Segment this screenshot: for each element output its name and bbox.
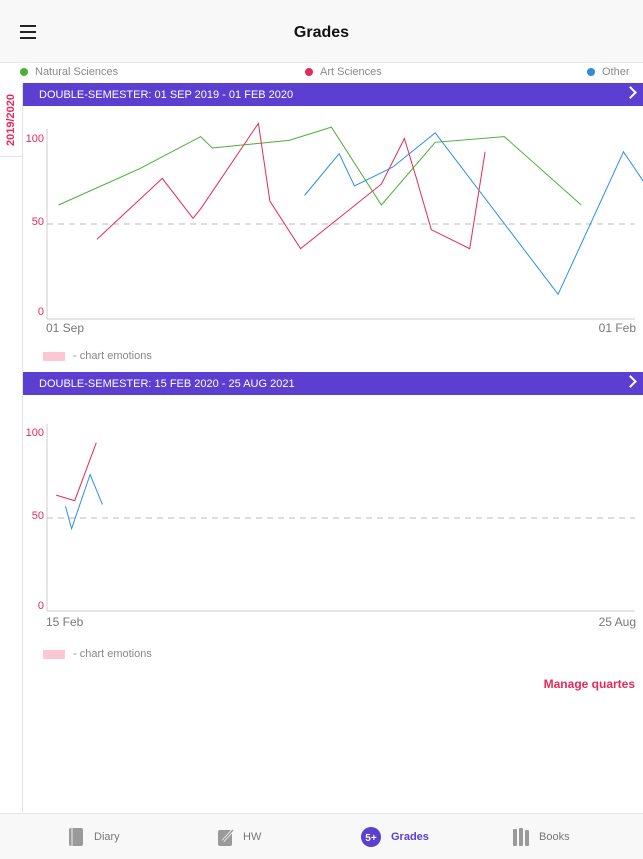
semester-bar-1[interactable]: DOUBLE-SEMESTER: 01 SEP 2019 - 01 FEB 20… — [23, 83, 643, 106]
page-title: Grades — [0, 24, 643, 42]
series-line-natural-sciences — [59, 127, 582, 205]
tab-label: Diary — [94, 831, 120, 843]
emotions-label: - chart emotions — [73, 350, 152, 362]
books-icon — [513, 828, 529, 846]
blue-dot-icon — [587, 68, 595, 76]
tab-diary[interactable]: Diary — [68, 814, 120, 859]
tab-label: Books — [539, 831, 570, 843]
x-tick-end: 01 Feb — [599, 321, 637, 335]
emotion-swatch — [43, 650, 65, 659]
semester-label: DOUBLE-SEMESTER: 01 SEP 2019 - 01 FEB 20… — [39, 89, 293, 101]
header: Grades — [0, 0, 643, 63]
series-layer — [56, 443, 102, 529]
x-tick-end: 25 Aug — [599, 615, 636, 629]
year-tab-label: 2019/2020 — [5, 94, 17, 146]
series-line-other — [66, 475, 103, 529]
year-tab[interactable]: 2019/2020 — [0, 84, 23, 157]
bottom-tab-bar: Diary HW 5+ Grades Books — [0, 813, 643, 859]
chart-emotions-legend-1: - chart emotions — [43, 350, 152, 362]
legend-natural-sciences: Natural Sciences — [20, 66, 118, 78]
homework-icon — [217, 828, 233, 846]
tab-grades[interactable]: 5+ Grades — [361, 814, 429, 859]
diary-icon — [68, 828, 84, 846]
grades-badge-text: 5+ — [365, 833, 377, 844]
legend-label: Other — [602, 66, 630, 78]
red-dot-icon — [305, 68, 313, 76]
legend-other: Other — [587, 66, 630, 78]
grades-icon: 5+ — [361, 827, 381, 847]
y-tick-label: 100 — [26, 133, 44, 145]
chevron-right-icon — [624, 86, 637, 99]
y-tick-label: 100 — [26, 427, 44, 439]
legend-label: Natural Sciences — [35, 66, 118, 78]
emotion-swatch — [43, 352, 65, 361]
y-tick-label: 50 — [32, 216, 44, 228]
series-line-other — [305, 133, 643, 294]
tab-label: HW — [243, 831, 261, 843]
chart-svg: 100 50 0 15 Feb 25 Aug — [23, 396, 643, 636]
series-line-art-sciences — [97, 123, 485, 248]
semester-label: DOUBLE-SEMESTER: 15 FEB 2020 - 25 AUG 20… — [39, 378, 295, 390]
tab-label: Grades — [391, 831, 429, 843]
legend-art-sciences: Art Sciences — [305, 66, 382, 78]
y-tick-label: 0 — [38, 306, 44, 318]
emotions-label: - chart emotions — [73, 648, 152, 660]
semester-2-chart: 100 50 0 15 Feb 25 Aug — [23, 396, 643, 636]
green-dot-icon — [20, 68, 28, 76]
chart-svg: 100 50 0 01 Sep 01 Feb — [23, 107, 643, 340]
chevron-right-icon — [624, 375, 637, 388]
semester-1-chart: 100 50 0 01 Sep 01 Feb — [23, 107, 643, 340]
x-tick-start: 15 Feb — [46, 615, 84, 629]
tab-hw[interactable]: HW — [217, 814, 261, 859]
series-line-art-sciences — [56, 443, 96, 501]
y-tick-label: 50 — [32, 510, 44, 522]
y-tick-label: 0 — [38, 600, 44, 612]
x-tick-start: 01 Sep — [46, 321, 84, 335]
semester-bar-2[interactable]: DOUBLE-SEMESTER: 15 FEB 2020 - 25 AUG 20… — [23, 372, 643, 395]
legend-label: Art Sciences — [320, 66, 382, 78]
chart-legend: Natural Sciences Art Sciences Other — [0, 64, 643, 80]
tab-books[interactable]: Books — [513, 814, 570, 859]
chart-emotions-legend-2: - chart emotions — [43, 648, 152, 660]
manage-quartes-link[interactable]: Manage quartes — [544, 677, 635, 691]
series-layer — [59, 123, 643, 294]
